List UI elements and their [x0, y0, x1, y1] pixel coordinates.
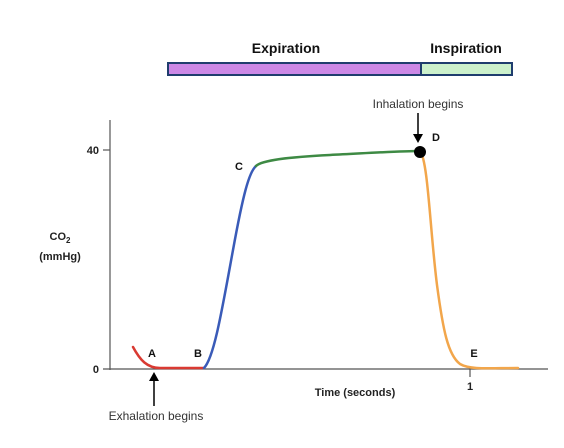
- point-e-label: E: [470, 348, 477, 360]
- x-tick-label-1: 1: [467, 381, 473, 393]
- expiration-bar: [167, 62, 422, 76]
- y-axis-label-subscript: 2: [66, 236, 71, 245]
- point-d-marker: [414, 146, 426, 158]
- inhalation-begins-label: Inhalation begins: [373, 97, 464, 111]
- inhalation-arrow-head: [413, 134, 423, 143]
- exhalation-begins-label: Exhalation begins: [109, 409, 204, 423]
- inspiration-label: Inspiration: [430, 40, 502, 56]
- inspiration-bar: [420, 62, 513, 76]
- exhalation-arrow-head: [149, 372, 159, 381]
- y-tick-label-40: 40: [87, 145, 99, 157]
- y-axis-label: CO2: [50, 231, 72, 245]
- curve-downstroke-segment: [418, 149, 520, 370]
- x-axis-label: Time (seconds): [315, 387, 396, 399]
- expiration-label: Expiration: [252, 40, 320, 56]
- y-axis-label-co: CO: [50, 231, 67, 243]
- point-d-label: D: [432, 132, 440, 144]
- point-b-label: B: [194, 348, 202, 360]
- curve-baseline-segment: [131, 345, 206, 370]
- y-axis-unit: (mmHg): [39, 251, 81, 263]
- point-c-label: C: [235, 161, 243, 173]
- point-a-label: A: [148, 348, 156, 360]
- curve-plateau-segment: [254, 149, 422, 168]
- y-tick-label-0: 0: [93, 364, 99, 376]
- curve-upstroke-segment: [202, 164, 258, 370]
